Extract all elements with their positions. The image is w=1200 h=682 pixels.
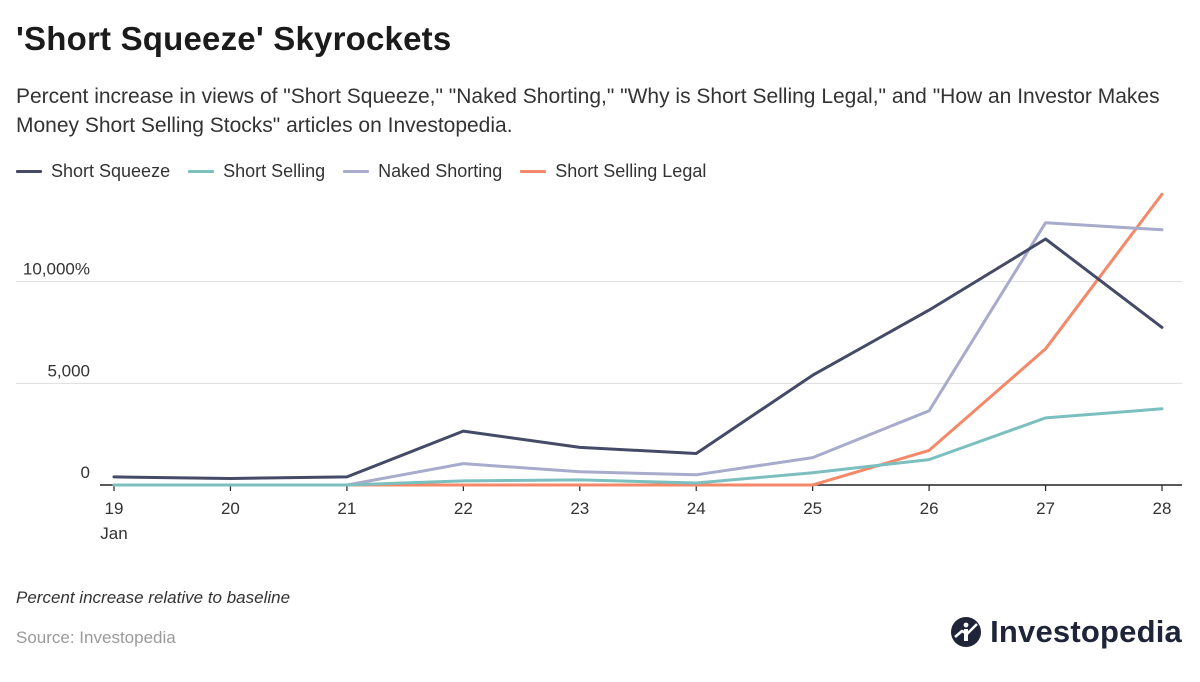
y-tick-label-0: 0 — [81, 463, 90, 482]
investopedia-logo-icon — [951, 617, 982, 647]
legend-item-short-squeeze: Short Squeeze — [16, 161, 170, 182]
x-tick-label-22: 22 — [454, 499, 473, 518]
legend-label-short-selling-legal: Short Selling Legal — [555, 161, 707, 181]
series-line-short-selling-legal — [112, 192, 1164, 487]
series-line-short-squeeze — [112, 237, 1164, 480]
x-tick-label-28: 28 — [1153, 499, 1172, 518]
chart-subtitle: Percent increase in views of "Short Sque… — [16, 85, 1160, 137]
x-tick-label-21: 21 — [337, 499, 356, 518]
x-tick-label-23: 23 — [570, 499, 589, 518]
legend-label-short-squeeze: Short Squeeze — [51, 161, 171, 181]
brand-name: Investopedia — [990, 614, 1182, 649]
y-tick-label-10000: 10,000% — [23, 260, 90, 279]
x-tick-label-20: 20 — [221, 499, 240, 518]
series-line-naked-shorting — [112, 221, 1164, 487]
x-tick-label-19: 19 — [105, 499, 124, 518]
legend-label-naked-shorting: Naked Shorting — [378, 161, 503, 181]
source-credit: Source: Investopedia — [16, 628, 176, 647]
legend-swatch-short-selling-legal — [520, 170, 547, 173]
legend-swatch-naked-shorting — [343, 170, 370, 173]
legend: Short Squeeze Short Selling Naked Shorti… — [16, 161, 706, 182]
x-tick-sublabel: Jan — [100, 524, 127, 543]
x-tick-label-25: 25 — [803, 499, 822, 518]
series-line-short-selling — [112, 407, 1164, 487]
x-tick-label-24: 24 — [687, 499, 706, 518]
legend-swatch-short-squeeze — [16, 170, 42, 173]
x-tick-label-26: 26 — [920, 499, 939, 518]
legend-item-short-selling: Short Selling — [188, 161, 325, 182]
chart-title: 'Short Squeeze' Skyrockets — [16, 20, 452, 57]
x-tick-label-27: 27 — [1036, 499, 1055, 518]
legend-label-short-selling: Short Selling — [223, 161, 326, 181]
y-tick-label-5000: 5,000 — [47, 361, 90, 380]
legend-swatch-short-selling — [188, 170, 215, 173]
legend-item-naked-shorting: Naked Shorting — [343, 161, 502, 182]
footnote: Percent increase relative to baseline — [16, 588, 291, 607]
brand-logo: Investopedia — [950, 614, 1182, 650]
legend-item-short-selling-legal: Short Selling Legal — [520, 161, 706, 182]
